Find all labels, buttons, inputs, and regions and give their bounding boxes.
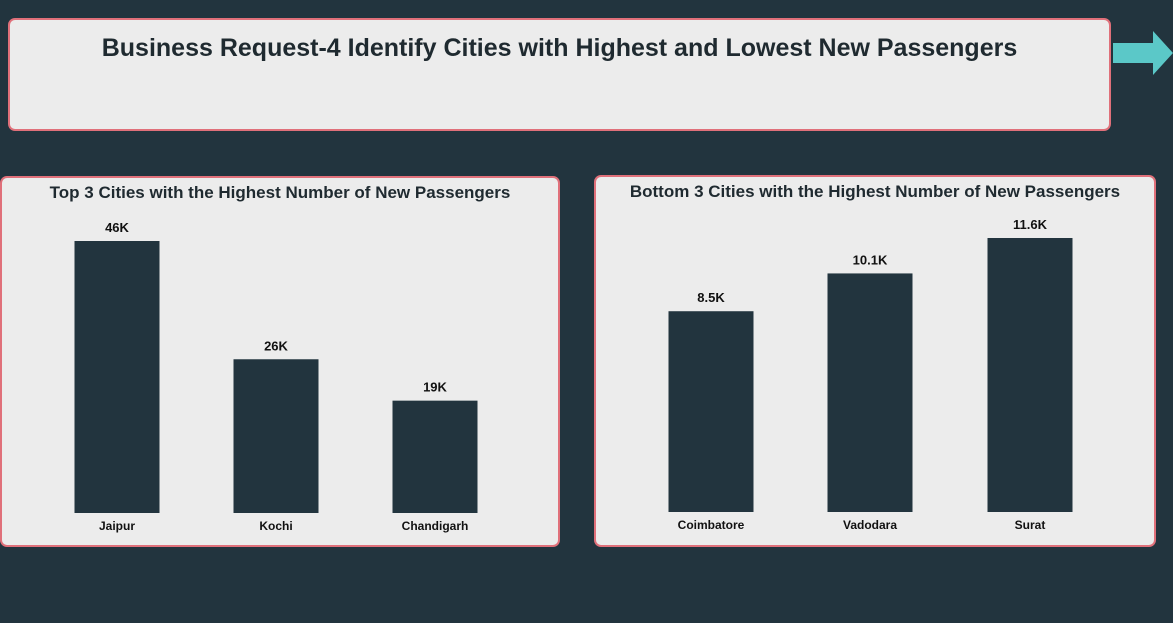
- top-cities-bars: 46K Jaipur 26K Kochi 19K Chandigarh: [74, 220, 478, 533]
- bar-jaipur[interactable]: [74, 241, 160, 513]
- bar-kochi[interactable]: [233, 359, 319, 513]
- data-label: 19K: [423, 380, 447, 395]
- category-label: Coimbatore: [678, 518, 745, 532]
- data-label: 8.5K: [697, 290, 725, 305]
- bar-coimbatore[interactable]: [668, 311, 754, 512]
- category-label: Kochi: [259, 519, 292, 533]
- bar-surat[interactable]: [987, 238, 1073, 512]
- category-label: Vadodara: [843, 518, 897, 532]
- top-cities-chart: Top 3 Cities with the Highest Number of …: [0, 176, 560, 547]
- arrow-right-icon[interactable]: [1113, 31, 1173, 75]
- page-title: Business Request-4 Identify Cities with …: [101, 34, 1018, 62]
- bar-chandigarh[interactable]: [392, 400, 478, 513]
- title-card: Business Request-4 Identify Cities with …: [8, 18, 1111, 131]
- chart-title: Top 3 Cities with the Highest Number of …: [49, 183, 511, 202]
- bottom-cities-bars: 8.5K Coimbatore 10.1K Vadodara 11.6K Surat: [668, 217, 1073, 532]
- data-label: 10.1K: [853, 252, 888, 267]
- category-label: Chandigarh: [402, 519, 469, 533]
- bar-vadodara[interactable]: [827, 273, 913, 512]
- data-label: 26K: [264, 338, 288, 353]
- data-label: 11.6K: [1013, 217, 1048, 232]
- category-label: Jaipur: [99, 519, 135, 533]
- category-label: Surat: [1015, 518, 1046, 532]
- bottom-cities-chart: Bottom 3 Cities with the Highest Number …: [594, 175, 1156, 547]
- chart-title: Bottom 3 Cities with the Highest Number …: [629, 182, 1121, 201]
- data-label: 46K: [105, 220, 129, 235]
